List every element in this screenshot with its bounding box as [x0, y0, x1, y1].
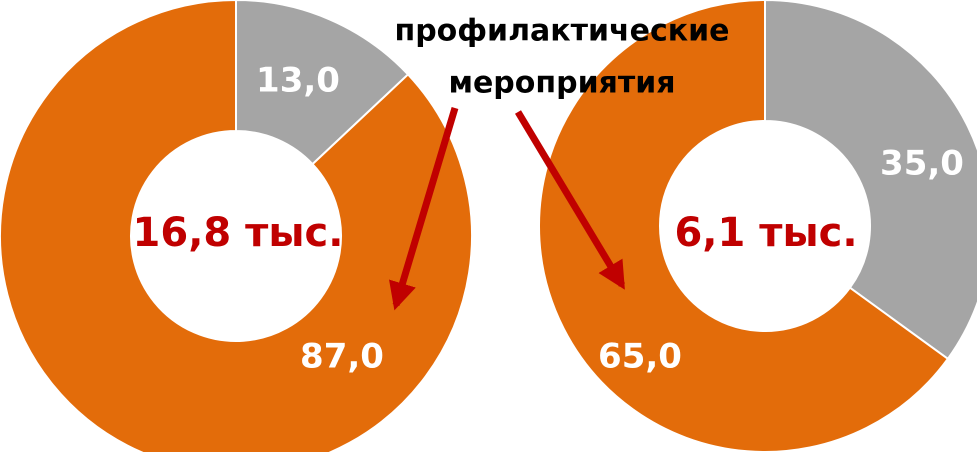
center-label: 16,8 тыс.	[133, 210, 344, 256]
annotation: мероприятия	[448, 66, 675, 101]
center-label: 6,1 тыс.	[674, 210, 857, 256]
data-label: 65,0	[598, 337, 682, 377]
annotation: профилактические	[394, 14, 729, 49]
data-label: 87,0	[300, 337, 384, 377]
data-label: 35,0	[880, 144, 964, 184]
chart: 13,0 87,0 16,8 тыс. 35,0 65,0 6,1 тыс. профил…	[0, 0, 977, 452]
data-label: 13,0	[256, 61, 340, 101]
